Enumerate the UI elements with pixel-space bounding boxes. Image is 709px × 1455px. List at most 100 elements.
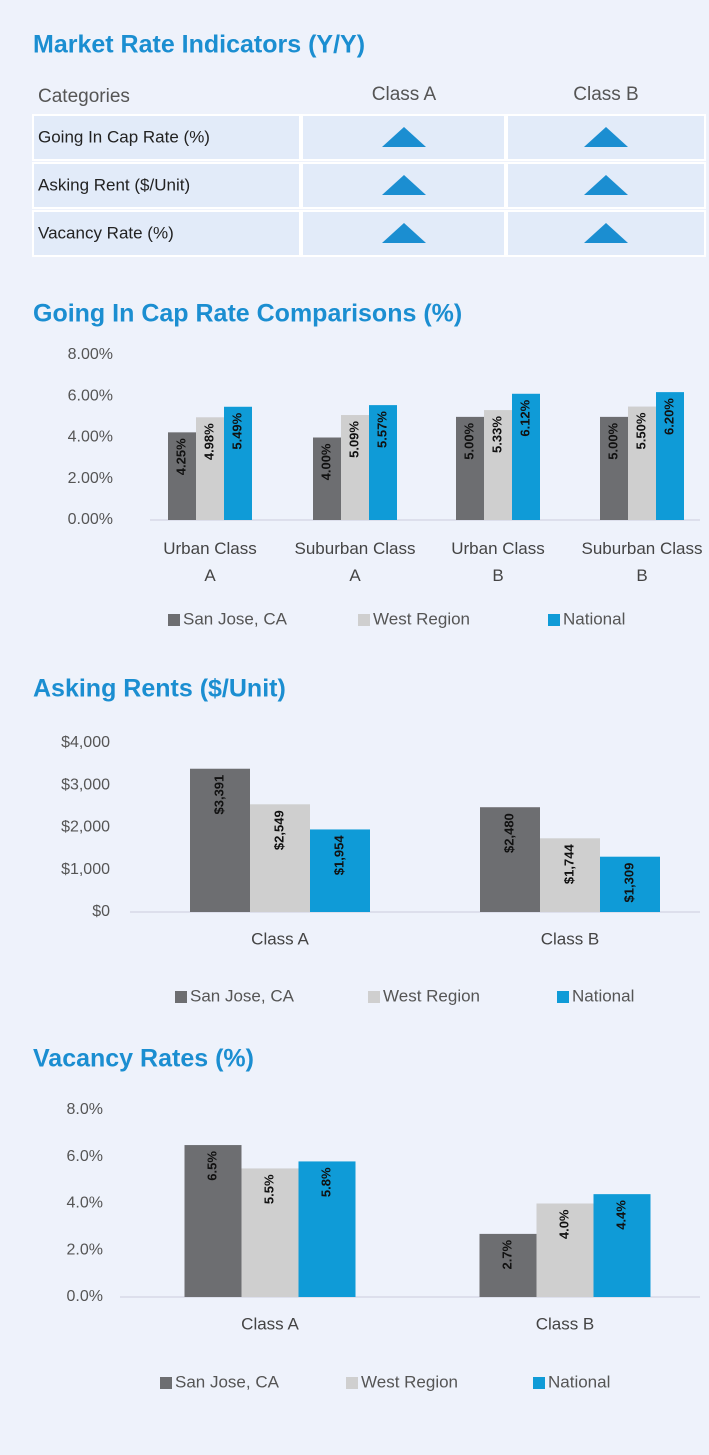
y-tick-label: 8.0% bbox=[67, 1101, 103, 1118]
y-tick-label: 4.0% bbox=[67, 1195, 103, 1212]
up-arrow bbox=[584, 175, 628, 195]
x-tick-label: Suburban Class B bbox=[582, 539, 703, 585]
legend-swatch bbox=[160, 1377, 172, 1389]
value-label: $1,954 bbox=[331, 835, 346, 876]
value-label: 5.00% bbox=[605, 422, 620, 459]
x-tick-label: Class A bbox=[251, 929, 309, 948]
table-header: Categories bbox=[38, 86, 130, 107]
value-label: $1,744 bbox=[561, 844, 576, 885]
legend-label: National bbox=[548, 1372, 610, 1391]
bar bbox=[628, 406, 656, 520]
bar bbox=[480, 807, 540, 912]
value-label: 4.98% bbox=[201, 423, 216, 460]
x-tick-label: Urban Class A bbox=[163, 539, 257, 585]
y-tick-label: 2.00% bbox=[68, 470, 113, 487]
x-tick-label: Class A bbox=[241, 1314, 299, 1333]
value-label: 4.4% bbox=[613, 1200, 628, 1230]
value-label: 4.0% bbox=[556, 1209, 571, 1239]
y-tick-label: 6.0% bbox=[67, 1148, 103, 1165]
legend-label: National bbox=[572, 986, 634, 1005]
table-body: Going In Cap Rate (%) Asking Rent ($/Unit… bbox=[32, 114, 706, 257]
y-tick-label: $2,000 bbox=[61, 819, 110, 836]
bar bbox=[593, 1194, 651, 1297]
value-label: 5.8% bbox=[318, 1167, 333, 1197]
value-label: $2,480 bbox=[501, 813, 516, 853]
value-label: $1,309 bbox=[621, 863, 636, 903]
table-cell bbox=[32, 114, 301, 161]
y-tick-label: 0.00% bbox=[68, 511, 113, 528]
bar bbox=[241, 1168, 299, 1297]
table-header: Class A bbox=[372, 84, 437, 105]
value-label: 4.25% bbox=[173, 438, 188, 475]
bar bbox=[341, 415, 369, 520]
y-tick-label: 8.00% bbox=[68, 346, 113, 363]
row-label: Going In Cap Rate (%) bbox=[38, 127, 210, 146]
value-label: 5.49% bbox=[229, 412, 244, 449]
bar bbox=[512, 393, 540, 520]
legend-swatch bbox=[557, 991, 569, 1003]
y-tick-label: $4,000 bbox=[61, 734, 110, 751]
y-tick-label: 4.00% bbox=[68, 429, 113, 446]
bar bbox=[250, 804, 310, 912]
value-label: $2,549 bbox=[271, 810, 286, 850]
legend-label: San Jose, CA bbox=[175, 1372, 280, 1391]
value-label: 5.09% bbox=[346, 421, 361, 458]
row-label: Vacancy Rate (%) bbox=[38, 223, 174, 242]
y-tick-label: 2.0% bbox=[67, 1241, 103, 1258]
bar bbox=[298, 1161, 356, 1297]
up-arrow bbox=[584, 223, 628, 243]
bar bbox=[196, 417, 224, 520]
y-tick-label: $1,000 bbox=[61, 861, 110, 878]
value-label: 5.00% bbox=[461, 422, 476, 459]
bar bbox=[456, 416, 484, 520]
value-label: 2.7% bbox=[499, 1239, 514, 1269]
x-tick-label: Urban Class B bbox=[451, 539, 545, 585]
y-tick-label: $3,000 bbox=[61, 776, 110, 793]
chart-title: Vacancy Rates (%) bbox=[33, 1045, 254, 1073]
up-arrow bbox=[382, 175, 426, 195]
value-label: 5.57% bbox=[374, 411, 389, 448]
bar bbox=[310, 829, 370, 912]
y-tick-label: 0.0% bbox=[67, 1288, 103, 1305]
value-label: 6.20% bbox=[661, 398, 676, 435]
value-label: 5.33% bbox=[489, 416, 504, 453]
legend-swatch bbox=[168, 614, 180, 626]
value-label: 6.12% bbox=[517, 399, 532, 436]
table-header: Class B bbox=[573, 84, 638, 105]
legend-swatch bbox=[358, 614, 370, 626]
bar bbox=[224, 406, 252, 520]
x-tick-label: Suburban Class A bbox=[295, 539, 416, 585]
up-arrow bbox=[382, 127, 426, 147]
table-title: Market Rate Indicators (Y/Y) bbox=[33, 31, 365, 59]
value-label: 5.5% bbox=[261, 1174, 276, 1204]
x-tick-label: Class B bbox=[541, 929, 600, 948]
bar bbox=[656, 392, 684, 520]
x-tick-label: Class B bbox=[536, 1314, 595, 1333]
row-label: Asking Rent ($/Unit) bbox=[38, 175, 190, 194]
legend-swatch bbox=[368, 991, 380, 1003]
bar bbox=[600, 416, 628, 520]
up-arrow bbox=[584, 127, 628, 147]
bar bbox=[536, 1203, 594, 1297]
chart-title: Going In Cap Rate Comparisons (%) bbox=[33, 300, 462, 328]
legend-label: West Region bbox=[383, 986, 480, 1005]
table-cell bbox=[32, 162, 301, 209]
legend-swatch bbox=[175, 991, 187, 1003]
y-tick-label: 6.00% bbox=[68, 387, 113, 404]
bar bbox=[540, 838, 600, 912]
bar bbox=[168, 432, 196, 520]
table-cell bbox=[32, 210, 301, 257]
legend-swatch bbox=[346, 1377, 358, 1389]
up-arrow bbox=[382, 223, 426, 243]
bar bbox=[190, 768, 250, 912]
legend-swatch bbox=[533, 1377, 545, 1389]
value-label: $3,391 bbox=[211, 775, 226, 815]
legend-label: San Jose, CA bbox=[183, 609, 288, 628]
legend-label: San Jose, CA bbox=[190, 986, 295, 1005]
value-label: 6.5% bbox=[204, 1151, 219, 1181]
y-tick-label: $0 bbox=[92, 903, 110, 920]
legend-swatch bbox=[548, 614, 560, 626]
bar bbox=[184, 1145, 242, 1297]
bar bbox=[479, 1233, 537, 1297]
